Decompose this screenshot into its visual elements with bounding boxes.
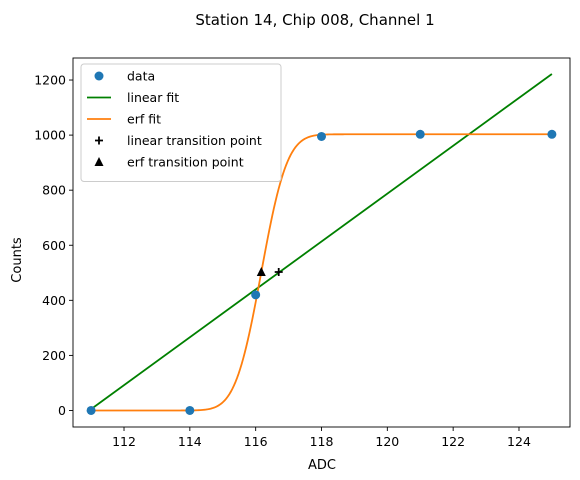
x-tick-label: 114: [178, 434, 202, 449]
erf-transition-marker: [256, 266, 266, 276]
y-tick-label: 0: [58, 403, 66, 418]
legend-swatch-linear-transition-point: [95, 136, 103, 145]
data-point: [415, 129, 425, 139]
data-point: [185, 405, 195, 415]
data-point: [86, 405, 96, 415]
y-tick-label: 400: [42, 293, 66, 308]
x-tick-label: 124: [507, 434, 531, 449]
data-point: [547, 129, 557, 139]
x-tick-label: 112: [112, 434, 136, 449]
legend-box: [80, 63, 282, 182]
data-point: [317, 131, 326, 141]
x-tick-label: 120: [375, 434, 399, 449]
y-tick-label: 800: [42, 183, 66, 198]
x-tick-label: 116: [244, 434, 268, 449]
legend: data linear fit erf fit linear transition p…: [80, 63, 282, 182]
y-tick-label: 200: [42, 348, 66, 363]
legend-label-erf-fit: erf fit: [127, 112, 161, 127]
y-tick-label: 600: [42, 238, 66, 253]
y-tick-label: 1200: [34, 73, 66, 88]
chart-title: Station 14, Chip 008, Channel 1: [195, 11, 434, 29]
x-axis-label: ADC: [308, 458, 336, 473]
legend-swatch-erf-transition-point: [94, 157, 104, 166]
legend-label-linear-transition-point: linear transition point: [127, 133, 262, 148]
legend-swatch-data: [94, 71, 104, 81]
legend-label-erf-transition-point: erf transition point: [127, 155, 244, 170]
y-axis-label: Counts: [10, 237, 25, 283]
data-point: [251, 290, 261, 300]
x-tick-label: 122: [441, 434, 465, 449]
legend-label-linear-fit: linear fit: [127, 90, 179, 105]
y-tick-label: 1000: [34, 128, 66, 143]
linear-fit-line: [90, 73, 553, 410]
series-layer: [86, 73, 557, 415]
linear-transition-marker: [274, 267, 283, 276]
y-axis: 0 200 400 600 800 1000 1200: [34, 73, 73, 418]
legend-label-data: data: [127, 69, 155, 84]
x-axis: 112 114 116 118 120 122 124: [112, 427, 531, 449]
x-tick-label: 118: [310, 434, 334, 449]
